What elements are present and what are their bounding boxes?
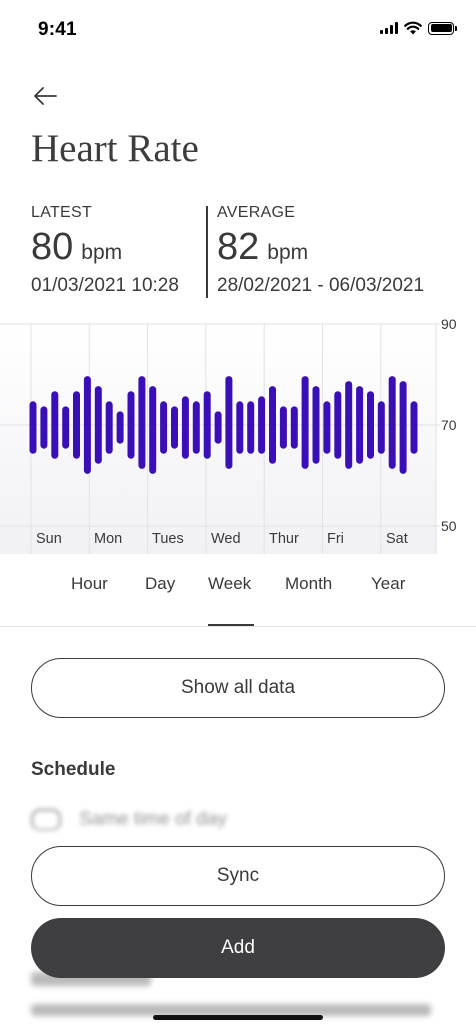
schedule-section-title: Schedule <box>31 759 116 780</box>
active-tab-indicator <box>208 624 254 626</box>
latest-stat: LATEST 80 bpm 01/03/2021 10:28 <box>31 204 179 297</box>
average-unit: bpm <box>267 241 309 264</box>
add-button[interactable]: Add <box>31 918 445 978</box>
average-stat: AVERAGE 82 bpm 28/02/2021 - 06/03/2021 <box>217 204 424 297</box>
latest-value: 80 <box>31 226 74 268</box>
average-date-range: 28/02/2021 - 06/03/2021 <box>217 275 425 296</box>
heart-rate-chart[interactable]: Sun Mon Tues Wed Thur Fri Sat 90 70 50 <box>0 316 476 554</box>
tab-week[interactable]: Week <box>208 574 252 593</box>
stat-divider <box>206 206 208 298</box>
status-icons <box>380 20 457 36</box>
cellular-signal-icon <box>380 22 398 34</box>
chart-x-tick-label: Sun <box>36 531 62 547</box>
tab-hour[interactable]: Hour <box>71 574 108 593</box>
chart-x-tick-label: Fri <box>327 531 344 547</box>
chart-x-tick-label: Sat <box>386 531 408 547</box>
sync-button[interactable]: Sync <box>31 846 445 906</box>
status-bar: 9:41 <box>0 0 476 60</box>
latest-unit: bpm <box>81 241 123 264</box>
home-indicator <box>153 1015 323 1020</box>
scroll-fade <box>0 822 476 846</box>
chart-x-tick-label: Wed <box>211 531 241 547</box>
chart-y-tick-label: 90 <box>441 316 457 332</box>
heart-rate-chart-svg: Sun Mon Tues Wed Thur Fri Sat 90 70 50 <box>0 316 457 554</box>
wifi-icon <box>404 21 422 35</box>
chart-x-tick-label: Tues <box>152 531 184 547</box>
chart-x-tick-label: Mon <box>94 531 122 547</box>
back-button[interactable] <box>30 82 60 110</box>
arrow-left-icon <box>34 87 57 105</box>
average-value-row: 82 bpm <box>217 226 424 269</box>
average-label: AVERAGE <box>217 204 296 221</box>
chart-y-tick-label: 70 <box>441 417 457 433</box>
latest-date: 01/03/2021 10:28 <box>31 275 179 296</box>
page-title: Heart Rate <box>31 127 199 170</box>
obscured-text <box>31 1004 431 1016</box>
show-all-data-button[interactable]: Show all data <box>31 658 445 718</box>
chart-x-tick-label: Thur <box>269 531 299 547</box>
battery-icon <box>428 21 457 35</box>
tab-month[interactable]: Month <box>285 574 333 593</box>
tab-day[interactable]: Day <box>145 574 176 593</box>
average-value: 82 <box>217 226 260 268</box>
tab-year[interactable]: Year <box>371 574 406 593</box>
status-time: 9:41 <box>38 19 77 40</box>
chart-y-tick-label: 50 <box>441 518 457 534</box>
latest-label: LATEST <box>31 204 93 221</box>
time-range-tabs: Hour Day Week Month Year <box>0 566 476 628</box>
latest-value-row: 80 bpm <box>31 226 179 269</box>
tabs-divider <box>0 626 476 627</box>
